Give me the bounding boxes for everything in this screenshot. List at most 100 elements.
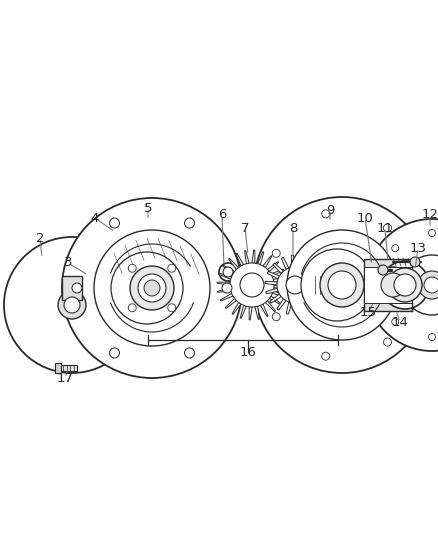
Text: 9: 9 (326, 204, 334, 216)
Circle shape (144, 280, 160, 296)
Polygon shape (269, 296, 281, 305)
Circle shape (240, 273, 264, 297)
Polygon shape (304, 260, 313, 271)
Bar (364, 267, 412, 303)
Circle shape (62, 198, 242, 378)
Circle shape (184, 218, 194, 228)
Circle shape (322, 210, 330, 218)
Polygon shape (265, 301, 276, 312)
Circle shape (168, 304, 176, 312)
Polygon shape (229, 259, 239, 270)
Circle shape (64, 297, 80, 313)
Polygon shape (270, 294, 281, 303)
Text: 7: 7 (241, 222, 249, 235)
Polygon shape (307, 296, 317, 307)
Circle shape (110, 218, 120, 228)
Polygon shape (265, 281, 277, 285)
Polygon shape (311, 291, 323, 298)
Polygon shape (220, 294, 233, 301)
Polygon shape (298, 256, 304, 268)
Polygon shape (255, 306, 259, 319)
Text: 16: 16 (240, 345, 256, 359)
Polygon shape (267, 271, 279, 279)
Text: 5: 5 (144, 201, 152, 214)
Polygon shape (263, 256, 272, 268)
Text: 12: 12 (421, 208, 438, 222)
Bar (55, 365, 77, 371)
Circle shape (384, 338, 392, 346)
Polygon shape (240, 305, 246, 318)
Polygon shape (223, 265, 234, 274)
Text: 17: 17 (57, 372, 74, 384)
Circle shape (128, 264, 136, 272)
Circle shape (287, 230, 397, 340)
Circle shape (130, 266, 174, 310)
Circle shape (402, 255, 438, 315)
Circle shape (72, 283, 82, 293)
Circle shape (320, 263, 364, 307)
Circle shape (111, 252, 183, 324)
Circle shape (366, 219, 438, 351)
Circle shape (392, 318, 399, 325)
Circle shape (394, 274, 416, 296)
Polygon shape (217, 282, 230, 285)
Polygon shape (301, 301, 309, 313)
Circle shape (411, 281, 419, 289)
Polygon shape (295, 303, 299, 315)
Bar (312, 278, 358, 292)
Circle shape (322, 352, 330, 360)
Circle shape (378, 265, 388, 275)
Text: 11: 11 (377, 222, 393, 235)
Circle shape (286, 276, 304, 294)
Polygon shape (236, 253, 244, 266)
Circle shape (223, 267, 233, 277)
Text: 4: 4 (91, 212, 99, 224)
Circle shape (375, 267, 411, 303)
Circle shape (381, 261, 429, 309)
Text: 13: 13 (410, 241, 427, 254)
Polygon shape (268, 262, 279, 272)
Text: 3: 3 (64, 256, 72, 270)
Polygon shape (286, 302, 292, 314)
Text: 8: 8 (289, 222, 297, 235)
Circle shape (128, 304, 136, 312)
Circle shape (428, 230, 435, 237)
Circle shape (58, 291, 86, 319)
Polygon shape (225, 298, 237, 309)
Polygon shape (273, 263, 283, 273)
Polygon shape (245, 251, 249, 264)
Circle shape (277, 267, 313, 303)
Circle shape (328, 271, 356, 299)
Polygon shape (266, 288, 278, 294)
Circle shape (410, 257, 420, 267)
Circle shape (381, 273, 405, 297)
Polygon shape (312, 276, 324, 282)
Text: 14: 14 (392, 316, 409, 328)
Circle shape (384, 224, 392, 232)
Polygon shape (261, 304, 268, 317)
Circle shape (184, 348, 194, 358)
Text: 15: 15 (360, 305, 377, 319)
Circle shape (230, 263, 274, 307)
Polygon shape (271, 269, 284, 277)
Bar (364, 259, 412, 311)
Circle shape (377, 281, 384, 288)
Circle shape (418, 271, 438, 299)
Polygon shape (273, 278, 286, 282)
Polygon shape (309, 267, 320, 276)
Circle shape (138, 274, 166, 302)
Bar (55, 363, 61, 373)
Circle shape (424, 277, 438, 293)
Polygon shape (281, 257, 289, 269)
Circle shape (428, 334, 435, 341)
Polygon shape (272, 290, 285, 297)
Circle shape (272, 313, 280, 321)
Text: 6: 6 (218, 208, 226, 222)
Circle shape (4, 237, 140, 373)
Polygon shape (232, 302, 241, 314)
Polygon shape (249, 307, 252, 320)
Circle shape (94, 230, 210, 346)
Text: 2: 2 (36, 231, 44, 245)
Polygon shape (252, 250, 255, 263)
Circle shape (168, 264, 176, 272)
